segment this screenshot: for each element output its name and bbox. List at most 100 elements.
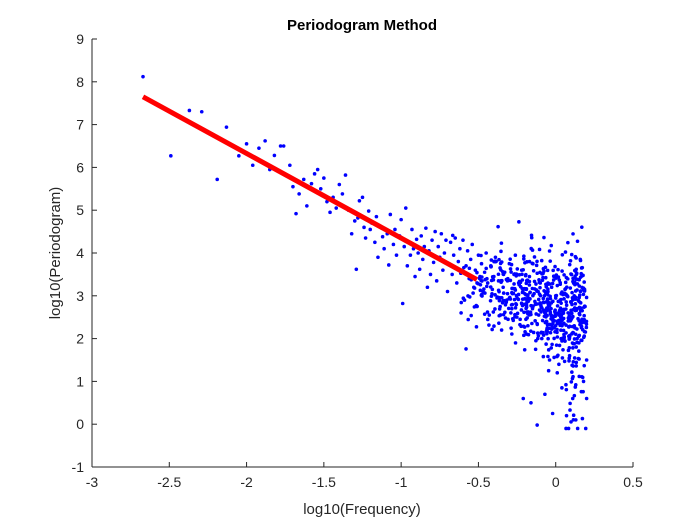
scatter-point: [414, 237, 419, 242]
scatter-point: [537, 277, 541, 282]
scatter-point: [574, 277, 578, 281]
scatter-point: [454, 281, 459, 285]
scatter-point: [576, 298, 580, 302]
scatter-point: [524, 302, 529, 307]
scatter-point: [169, 154, 173, 158]
scatter-point: [529, 329, 533, 333]
scatter-point: [521, 289, 525, 294]
y-tick-label: 0: [76, 416, 84, 432]
scatter-point: [456, 259, 461, 264]
scatter-point: [559, 301, 563, 305]
scatter-point: [445, 289, 450, 294]
scatter-point: [534, 263, 539, 268]
scatter-point: [542, 269, 546, 273]
scatter-point: [562, 273, 566, 277]
scatter-point: [312, 172, 317, 176]
scatter-point: [491, 310, 496, 314]
scatter-point: [543, 311, 548, 316]
scatter-point: [553, 308, 557, 312]
scatter-point: [501, 291, 506, 295]
scatter-point: [545, 329, 550, 334]
scatter-point: [550, 318, 555, 323]
scatter-point: [546, 354, 550, 359]
scatter-point: [545, 268, 550, 273]
scatter-point: [499, 241, 504, 245]
scatter-point: [461, 238, 465, 242]
scatter-point: [562, 332, 566, 337]
scatter-point: [567, 356, 571, 360]
scatter-point: [496, 272, 501, 277]
scatter-point: [510, 332, 514, 336]
scatter-point: [499, 328, 504, 332]
scatter-point: [561, 347, 565, 352]
scatter-point: [503, 316, 508, 320]
scatter-point: [521, 257, 526, 261]
scatter-point: [535, 271, 539, 276]
scatter-point: [542, 235, 546, 240]
scatter-point: [579, 289, 583, 293]
scatter-point: [564, 323, 568, 327]
scatter-point: [567, 334, 572, 339]
scatter-point: [575, 327, 579, 331]
scatter-point: [450, 272, 454, 277]
scatter-point: [368, 227, 373, 232]
scatter-point: [526, 299, 530, 304]
scatter-point: [571, 374, 575, 379]
scatter-point: [484, 284, 489, 289]
scatter-point: [393, 227, 397, 232]
scatter-point: [584, 322, 589, 326]
y-tick-label: 3: [76, 288, 84, 304]
scatter-point: [571, 418, 576, 422]
scatter-point: [575, 282, 580, 286]
scatter-point: [485, 276, 489, 281]
scatter-point: [534, 282, 538, 286]
scatter-point: [528, 290, 532, 295]
scatter-point: [537, 247, 542, 252]
scatter-point: [520, 272, 524, 277]
scatter-point: [485, 317, 490, 322]
scatter-point: [575, 239, 580, 244]
scatter-point: [522, 254, 526, 258]
scatter-point: [533, 319, 537, 323]
x-tick-label: -1: [395, 474, 408, 490]
scatter-point: [573, 301, 578, 306]
scatter-point: [581, 292, 586, 297]
scatter-point: [546, 368, 551, 373]
scatter-point: [352, 219, 357, 223]
scatter-point: [509, 326, 513, 330]
scatter-point: [467, 266, 472, 271]
scatter-point: [547, 308, 552, 313]
scatter-point: [516, 292, 521, 297]
scatter-point: [479, 261, 484, 266]
scatter-point: [497, 307, 502, 311]
scatter-point: [402, 244, 407, 249]
scatter-point: [528, 310, 533, 315]
scatter-point: [547, 358, 552, 362]
scatter-point: [497, 257, 501, 262]
scatter-point: [485, 310, 490, 314]
scatter-point: [582, 363, 587, 368]
scatter-point: [560, 252, 565, 257]
y-tick-label: 2: [76, 331, 84, 347]
scatter-point: [582, 317, 587, 322]
scatter-point: [521, 267, 525, 272]
scatter-point: [569, 420, 573, 424]
scatter-point: [551, 274, 556, 279]
scatter-point: [560, 269, 564, 273]
scatter-point: [557, 343, 562, 348]
scatter-point: [357, 198, 362, 203]
scatter-point: [428, 272, 433, 277]
scatter-point: [542, 288, 546, 293]
scatter-point: [187, 108, 192, 113]
scatter-point: [569, 308, 573, 313]
scatter-point: [580, 265, 585, 270]
scatter-point: [577, 293, 582, 298]
scatter-point: [584, 295, 589, 300]
scatter-point: [497, 289, 501, 294]
scatter-point: [516, 297, 521, 302]
scatter-point: [568, 286, 573, 290]
scatter-point: [535, 423, 539, 427]
axes: -3 -2.5 -2 -1.5 -1 -0.5 0 0.5 -1 0 1 2 3 4 5 6 7 8 9: [72, 31, 643, 490]
scatter-point: [493, 293, 497, 297]
scatter-point: [543, 275, 548, 280]
